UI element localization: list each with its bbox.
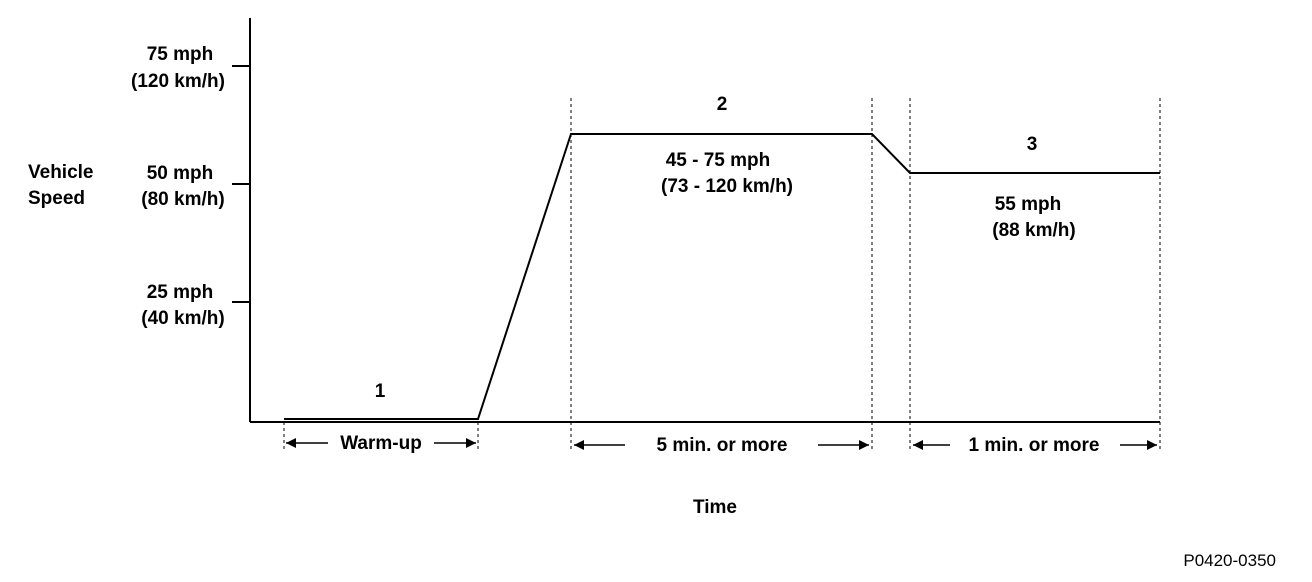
y-tick-label-25-kmh: (40 km/h) (141, 308, 224, 329)
figure-id: P0420-0350 (1183, 551, 1276, 570)
phase-2-number: 2 (717, 94, 728, 115)
phase-2-speed-mph: 45 - 75 mph (666, 150, 771, 171)
phase-3-speed-kmh: (88 km/h) (992, 220, 1075, 241)
phase-3-speed-mph: 55 mph (995, 194, 1062, 215)
phase-3-number: 3 (1027, 134, 1038, 155)
warmup-duration-label: Warm-up (340, 433, 422, 454)
y-tick-label-25-mph: 25 mph (147, 282, 214, 303)
y-tick-label-75-kmh: (120 km/h) (131, 71, 225, 92)
y-axis-label-line2: Speed (28, 188, 85, 209)
phase-1-number: 1 (375, 381, 386, 402)
phase-2-duration-label: 5 min. or more (657, 435, 788, 456)
speed-profile-line (284, 133, 1160, 420)
phase-3-duration-label: 1 min. or more (969, 435, 1100, 456)
phase-2-speed-kmh: (73 - 120 km/h) (661, 176, 793, 197)
y-axis-label-line1: Vehicle (28, 162, 94, 183)
y-tick-label-50-kmh: (80 km/h) (141, 189, 224, 210)
y-tick-label-50-mph: 50 mph (147, 163, 214, 184)
x-axis-label: Time (693, 497, 737, 518)
y-tick-label-75-mph: 75 mph (147, 44, 214, 65)
